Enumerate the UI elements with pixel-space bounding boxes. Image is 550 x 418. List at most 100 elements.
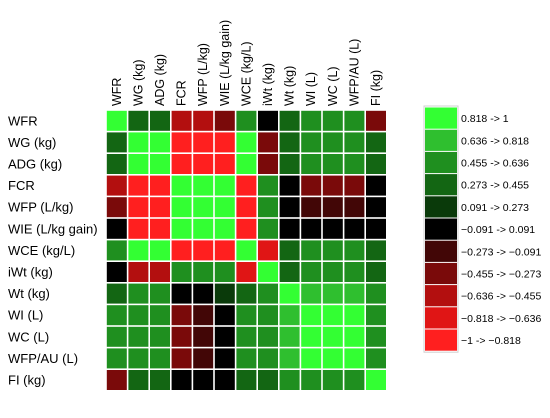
heatmap-cell <box>279 154 300 174</box>
heatmap-cell <box>150 218 170 239</box>
heatmap-cell <box>193 175 214 196</box>
legend-swatch <box>425 196 457 218</box>
legend-swatch <box>425 151 457 174</box>
heatmap-cell <box>171 132 192 153</box>
heatmap-cell <box>128 370 149 390</box>
column-label: FI (kg) <box>369 70 383 106</box>
column-label: iWt (kg) <box>261 63 275 106</box>
heatmap-cell <box>193 197 214 218</box>
heatmap-cell <box>214 348 235 369</box>
heatmap-cell <box>106 110 127 131</box>
heatmap-cell <box>171 370 192 390</box>
heatmap-cell <box>214 197 235 218</box>
heatmap-cell <box>193 218 214 239</box>
legend-swatch <box>425 129 457 151</box>
heatmap-cell <box>128 175 149 196</box>
heatmap-cell <box>150 283 170 304</box>
heatmap-cell <box>258 262 278 282</box>
heatmap-cell <box>150 132 170 153</box>
heatmap-cell <box>258 175 278 196</box>
heatmap-cell <box>279 110 300 131</box>
heatmap-cell <box>236 218 257 239</box>
column-label: WFP/AU (L) <box>347 39 361 106</box>
heatmap-cell <box>258 240 278 261</box>
column-label: WC (L) <box>326 66 340 106</box>
heatmap-cell <box>193 132 214 153</box>
legend-label: −0.455 -> −0.273 <box>461 269 541 281</box>
heatmap-cell <box>150 370 170 390</box>
row-label: WG (kg) <box>8 135 56 150</box>
heatmap-cell <box>301 326 322 347</box>
legend-label: −0.091 -> 0.091 <box>461 224 535 236</box>
heatmap-cell <box>258 283 278 304</box>
heatmap-cell <box>258 370 278 390</box>
row-label: WI (L) <box>8 308 43 323</box>
heatmap-cell <box>106 348 127 369</box>
heatmap-cell <box>236 348 257 369</box>
heatmap-cell <box>193 262 214 282</box>
column-label: WCE (kg/L) <box>239 41 253 106</box>
heatmap-cell <box>128 326 149 347</box>
heatmap-cell <box>106 132 127 153</box>
heatmap-cell <box>258 326 278 347</box>
heatmap-cell <box>236 283 257 304</box>
heatmap-cell <box>322 132 343 153</box>
heatmap-cell <box>279 240 300 261</box>
heatmap-cell <box>301 218 322 239</box>
heatmap-cell <box>322 240 343 261</box>
heatmap-cell <box>322 370 343 390</box>
heatmap-cell <box>236 326 257 347</box>
heatmap-cell <box>193 305 214 326</box>
heatmap-cell <box>366 240 386 261</box>
heatmap-cell <box>301 348 322 369</box>
heatmap-cell <box>236 370 257 390</box>
heatmap-cell <box>301 175 322 196</box>
heatmap-cell <box>344 197 365 218</box>
heatmap-cell <box>106 218 127 239</box>
heatmap-cell <box>279 175 300 196</box>
legend-swatch <box>425 174 457 196</box>
legend-label: 0.818 -> 1 <box>461 113 509 125</box>
legend-label: −0.636 -> −0.455 <box>461 291 541 303</box>
heatmap-cell <box>322 262 343 282</box>
column-labels: WFR WG (kg) ADG (kg) FCR WFP (L/kg) WIE (L/kg… <box>110 20 383 106</box>
legend-label: 0.091 -> 0.273 <box>461 202 529 214</box>
column-label: WIE (L/kg gain) <box>218 20 232 106</box>
heatmap-cell <box>366 197 386 218</box>
heatmap-cell <box>150 175 170 196</box>
heatmap-cell <box>258 154 278 174</box>
heatmap-cell <box>279 348 300 369</box>
heatmap-cell <box>322 110 343 131</box>
heatmap-cell <box>366 305 386 326</box>
heatmap-cell <box>193 326 214 347</box>
heatmap-cell <box>279 218 300 239</box>
heatmap-cell <box>279 262 300 282</box>
heatmap-cell <box>366 218 386 239</box>
color-legend: 0.818 -> 1 0.636 -> 0.818 0.455 -> 0.636 0.… <box>423 105 541 353</box>
heatmap-cell <box>106 262 127 282</box>
heatmap-cell <box>301 283 322 304</box>
column-label: WG (kg) <box>131 59 145 106</box>
heatmap-cell <box>366 132 386 153</box>
heatmap-cell <box>279 305 300 326</box>
heatmap-cell <box>171 326 192 347</box>
heatmap-cell <box>214 218 235 239</box>
heatmap-cell <box>236 262 257 282</box>
heatmap-cell <box>301 132 322 153</box>
heatmap-cell <box>301 154 322 174</box>
heatmap-cell <box>322 305 343 326</box>
legend-swatch <box>425 107 457 129</box>
heatmap-cell <box>150 110 170 131</box>
heatmap-cell <box>106 240 127 261</box>
heatmap-cell <box>193 348 214 369</box>
column-label: WI (L) <box>304 72 318 106</box>
row-label: FCR <box>8 178 35 193</box>
column-label: WFR <box>110 78 124 106</box>
heatmap-cell <box>171 154 192 174</box>
row-label: WFR <box>8 113 38 128</box>
heatmap-cell <box>301 305 322 326</box>
heatmap-cell <box>171 197 192 218</box>
row-label: WFP (L/kg) <box>8 200 74 215</box>
heatmap-cell <box>366 110 386 131</box>
heatmap-cell <box>214 370 235 390</box>
